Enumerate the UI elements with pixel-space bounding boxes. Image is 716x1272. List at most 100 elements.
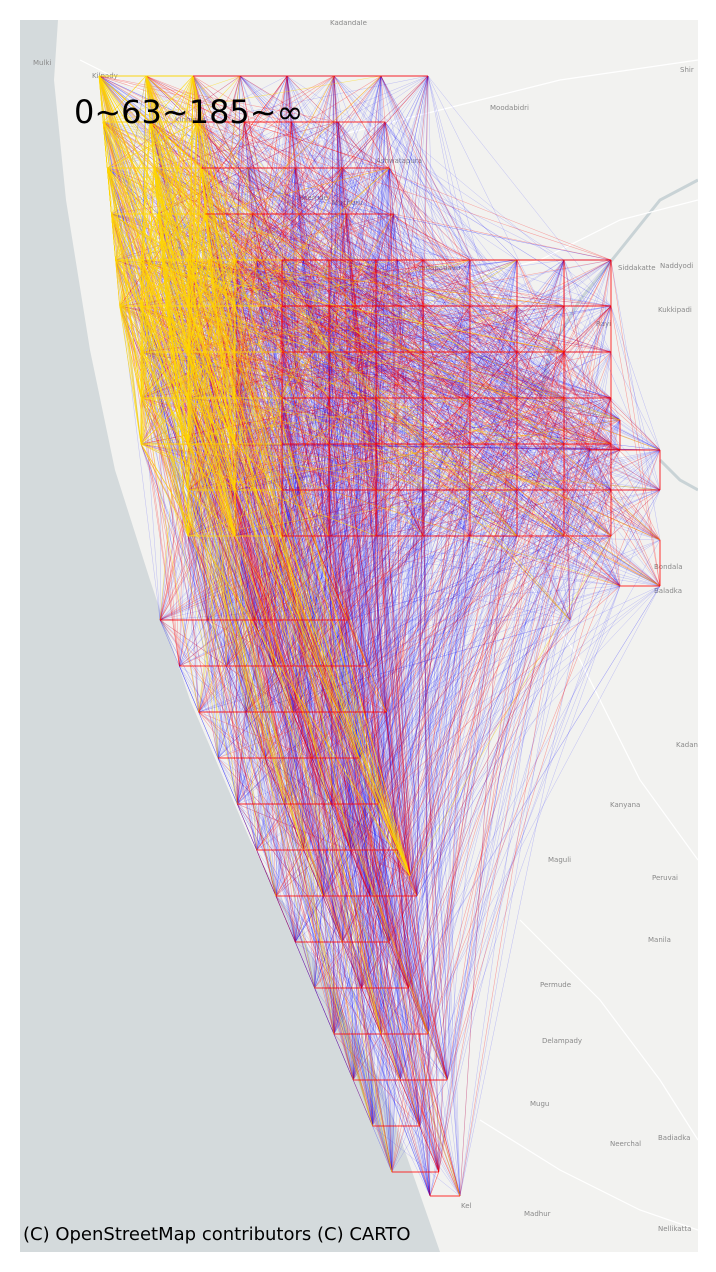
flow-edge — [245, 305, 612, 713]
flow-edge — [303, 535, 612, 851]
flow-edge — [192, 75, 471, 491]
flow-edge — [399, 397, 424, 1081]
flow-edge — [201, 167, 304, 851]
flow-edge — [391, 849, 398, 1173]
flow-edge — [320, 351, 565, 667]
flow-edge — [307, 305, 368, 667]
flow-edge — [187, 535, 238, 805]
flow-edge — [399, 305, 471, 1081]
flow-edge — [205, 213, 448, 1081]
flow-edge — [388, 489, 471, 943]
flow-edge — [328, 259, 387, 713]
flow-edge — [205, 213, 377, 261]
flow-edge — [295, 167, 565, 307]
flow-edge — [469, 259, 621, 587]
flow-edge — [292, 259, 471, 713]
flow-edge — [284, 167, 390, 805]
flow-edge — [328, 489, 429, 1035]
flow-edge — [303, 259, 565, 399]
flow-edge — [393, 213, 591, 451]
flow-edge — [393, 213, 612, 445]
flow-edge — [273, 489, 661, 667]
flow-edge — [237, 397, 330, 805]
flow-edge — [469, 535, 661, 541]
flow-edge — [419, 1125, 461, 1197]
flow-edge — [328, 489, 661, 587]
flow-edge — [380, 75, 621, 587]
flow-edge — [320, 665, 440, 1173]
map-view[interactable]: KadandaleMulkiKilpadyKinnigoliMoodabidri… — [20, 20, 698, 1252]
flow-edge — [339, 711, 431, 1197]
flow-edge — [248, 167, 424, 307]
flow-edge — [187, 259, 621, 587]
flow-edge — [328, 397, 377, 445]
flow-edge — [206, 535, 612, 621]
flow-edge — [328, 259, 398, 491]
flow-edge — [159, 535, 518, 621]
flow-edge — [281, 443, 411, 877]
flow-edge — [239, 75, 661, 541]
flow-edge — [253, 489, 377, 621]
place-label: Kadan — [676, 741, 698, 749]
flow-edge — [569, 535, 612, 621]
flow-edge — [469, 351, 518, 491]
flow-edge — [422, 305, 471, 353]
flow-edge — [372, 443, 518, 1127]
flow-edge — [314, 351, 471, 989]
flow-edge — [375, 351, 621, 451]
flow-edge — [328, 305, 411, 877]
flow-edge — [375, 351, 424, 399]
flow-edge — [281, 259, 518, 399]
flow-edge — [187, 351, 343, 943]
flow-edge — [328, 167, 343, 307]
place-label: Nellikatta — [658, 1225, 691, 1233]
flow-edge — [333, 75, 393, 1173]
flow-edge — [358, 535, 471, 759]
flow-edge — [569, 351, 612, 621]
flow-edge — [378, 585, 661, 805]
flow-edge — [245, 351, 330, 713]
place-label: Kadandale — [330, 20, 367, 27]
flow-edge — [341, 259, 471, 943]
flow-edge — [281, 535, 448, 1081]
place-label: Kanyana — [610, 801, 640, 809]
flow-edge — [416, 351, 518, 897]
flow-edge — [290, 121, 377, 261]
flow-edge — [333, 535, 471, 1035]
flow-edge — [438, 259, 565, 1173]
flow-edge — [516, 397, 661, 541]
flow-edge — [375, 489, 393, 1173]
flow-edge — [303, 121, 386, 261]
flow-edge — [237, 757, 360, 805]
flow-edge — [322, 351, 565, 897]
flow-edge — [337, 121, 621, 587]
flow-edge — [198, 585, 621, 713]
flow-edge — [384, 121, 390, 169]
flow-edge — [367, 259, 612, 667]
flow-edge — [358, 535, 518, 759]
place-label: Baladka — [654, 587, 682, 595]
flow-edge — [328, 259, 411, 877]
flow-edge — [226, 305, 471, 667]
flow-edge — [281, 489, 431, 1197]
flow-edge — [350, 489, 471, 851]
flow-edge — [162, 259, 661, 587]
flow-edge — [299, 213, 418, 897]
flow-edge — [286, 75, 379, 805]
flow-edge — [516, 351, 591, 451]
flow-edge — [354, 305, 398, 851]
flow-edge — [256, 443, 518, 851]
flow-edge — [187, 535, 621, 587]
river — [658, 458, 698, 492]
flow-edge — [281, 351, 661, 491]
flow-edge — [416, 443, 424, 897]
flow-edge — [243, 121, 448, 1081]
flow-edge — [292, 711, 382, 1035]
flow-edge — [300, 305, 377, 621]
flow-edge — [294, 259, 565, 943]
flow-edge — [358, 757, 401, 1081]
flow-edge — [217, 75, 382, 759]
flow-edge — [429, 419, 621, 1197]
place-label: Maguli — [548, 856, 571, 864]
flow-edge — [350, 449, 621, 851]
